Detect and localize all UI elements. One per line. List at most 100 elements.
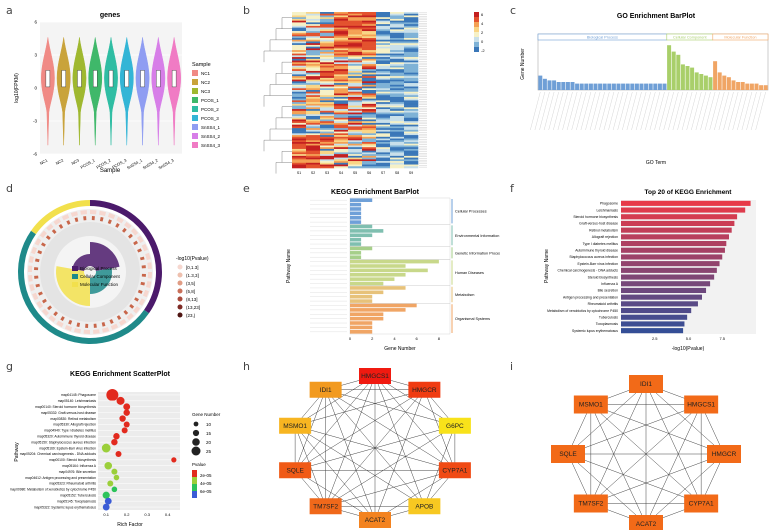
heatmap-cell bbox=[404, 46, 419, 49]
heatmap-cell bbox=[362, 36, 377, 39]
col-label: S5 bbox=[353, 171, 357, 175]
heatmap-cell bbox=[404, 32, 419, 35]
scale-label: [0,1.3] bbox=[186, 265, 199, 270]
heatmap-cell bbox=[306, 32, 321, 35]
heatmap-cell bbox=[390, 43, 405, 46]
heatmap-cell bbox=[348, 98, 363, 101]
heatmap-cell bbox=[292, 24, 307, 27]
heatmap-cell bbox=[348, 50, 363, 53]
heatmap-cell bbox=[376, 90, 391, 93]
heatmap-cell bbox=[362, 58, 377, 61]
heatmap-cell bbox=[334, 13, 349, 16]
bar bbox=[717, 72, 722, 90]
size-legend-dot bbox=[193, 421, 199, 427]
pathway-label: Phagosome bbox=[600, 202, 618, 206]
heatmap-cell bbox=[320, 119, 335, 122]
heatmap-cell bbox=[348, 57, 363, 60]
heatmap-cell bbox=[334, 110, 349, 113]
heatmap-cell bbox=[320, 116, 335, 119]
heatmap-cell bbox=[292, 60, 307, 63]
violin bbox=[88, 37, 103, 146]
heatmap-cell bbox=[362, 116, 377, 119]
term-label-mark bbox=[571, 91, 582, 131]
heatmap-cell bbox=[390, 81, 405, 84]
bar bbox=[616, 83, 621, 90]
heatmap-cell bbox=[292, 116, 307, 119]
network-edge bbox=[567, 453, 702, 504]
bar bbox=[749, 83, 754, 90]
heatmap-cell bbox=[404, 12, 419, 15]
panel-label-a: a bbox=[6, 4, 13, 17]
network-node-label: SQLE bbox=[559, 451, 577, 458]
heatmap-cell bbox=[306, 77, 321, 80]
heatmap-cell bbox=[362, 162, 377, 165]
heatmap-cell bbox=[376, 91, 391, 94]
group-label: Metabolism bbox=[455, 293, 474, 297]
heatmap-cell bbox=[390, 55, 405, 58]
heatmap-cell bbox=[320, 50, 335, 53]
heatmap-cell bbox=[348, 93, 363, 96]
count-cell bbox=[38, 291, 43, 296]
heatmap-cell bbox=[376, 131, 391, 134]
heatmap-cell bbox=[362, 27, 377, 30]
legend-label: SnSS4_2 bbox=[201, 134, 221, 139]
heatmap-cell bbox=[334, 124, 349, 127]
heatmap-cell bbox=[334, 154, 349, 157]
heatmap-cell bbox=[362, 142, 377, 145]
heatmap-cell bbox=[334, 32, 349, 35]
bar bbox=[648, 83, 653, 90]
count-cell bbox=[137, 289, 143, 294]
heatmap-cell bbox=[362, 105, 377, 108]
network-node bbox=[438, 462, 471, 479]
heatmap-cell bbox=[376, 48, 391, 51]
heatmap-cell bbox=[404, 122, 419, 125]
term-label-mark bbox=[691, 91, 702, 131]
heatmap-cell bbox=[404, 88, 419, 91]
heatmap-cell bbox=[376, 69, 391, 72]
network-edge bbox=[325, 389, 425, 507]
heatmap-cell bbox=[404, 17, 419, 20]
heatmap-cell bbox=[306, 90, 321, 93]
heatmap-cell bbox=[404, 29, 419, 32]
heatmap-cell bbox=[306, 100, 321, 103]
heatmap-cell bbox=[362, 57, 377, 60]
inner-bar bbox=[90, 242, 120, 271]
legend-title: Sample bbox=[192, 62, 211, 68]
dendrogram-branch bbox=[275, 73, 292, 85]
x-tick-label: NC1 bbox=[39, 157, 49, 166]
legend-label: PCOS_2 bbox=[201, 107, 219, 112]
count-cell bbox=[51, 229, 57, 234]
heatmap-cell bbox=[334, 145, 349, 148]
pvalue-cell bbox=[147, 272, 152, 279]
heatmap-cell bbox=[320, 65, 335, 68]
heatmap-cell bbox=[376, 13, 391, 16]
count-cell bbox=[129, 304, 135, 309]
heatmap-cell bbox=[320, 83, 335, 86]
x-axis-label: Rich Factor bbox=[117, 522, 143, 528]
heatmap-cell bbox=[404, 155, 419, 158]
network-h: HMGCS1 HMGCR G6PC CYP7A1 APOB ACAT2 TM7SF2 SQLE… bbox=[279, 368, 471, 528]
heatmap-cell bbox=[292, 43, 307, 46]
heatmap-cell bbox=[404, 22, 419, 25]
scatter-point bbox=[115, 450, 122, 457]
heatmap-cell bbox=[376, 86, 391, 89]
heatmap-cell bbox=[404, 117, 419, 120]
heatmap-cell bbox=[376, 98, 391, 101]
bar bbox=[350, 286, 406, 290]
count-cell bbox=[133, 240, 139, 246]
heatmap-cell bbox=[320, 17, 335, 20]
heatmap-cell bbox=[306, 138, 321, 141]
heatmap-cell bbox=[390, 119, 405, 122]
heatmap-cell bbox=[334, 91, 349, 94]
heatmap-cell bbox=[292, 86, 307, 89]
bar bbox=[657, 83, 662, 90]
heatmap-cell bbox=[348, 70, 363, 73]
heatmap-cell bbox=[348, 117, 363, 120]
heatmap-cell bbox=[320, 55, 335, 58]
heatmap-cell bbox=[404, 72, 419, 75]
scatter-point bbox=[171, 457, 177, 463]
heatmap-cell bbox=[348, 147, 363, 150]
network-node bbox=[309, 381, 342, 398]
violin bbox=[151, 37, 166, 146]
legend-swatch bbox=[192, 133, 198, 139]
